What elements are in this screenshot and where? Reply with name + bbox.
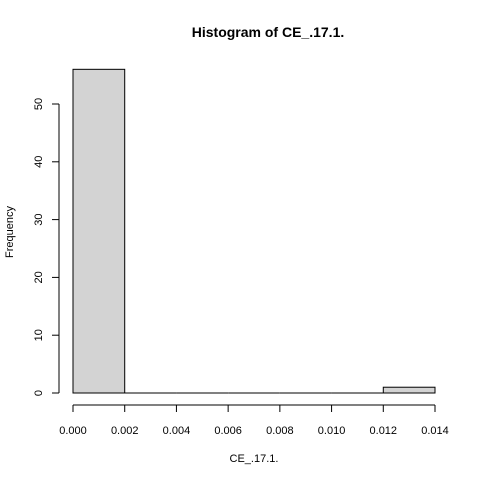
x-tick-label-5: 0.010 [318, 425, 346, 437]
x-tick-label-6: 0.012 [370, 425, 398, 437]
y-tick-label-5: 50 [33, 98, 45, 110]
y-tick-label-2: 20 [33, 271, 45, 283]
histogram-bar-0 [72, 68, 126, 394]
y-tick-label-3: 30 [33, 213, 45, 225]
x-tick-label-3: 0.006 [214, 425, 242, 437]
y-tick-label-4: 40 [33, 156, 45, 168]
histogram-bar-6 [382, 386, 436, 394]
x-tick-label-2: 0.004 [163, 425, 191, 437]
y-axis: 0 10 20 30 40 50 [33, 98, 60, 396]
y-axis-label: Frequency [4, 206, 16, 258]
bars-group [72, 68, 436, 394]
x-axis: 0.000 0.002 0.004 0.006 0.008 0.010 0.012 0.014 [59, 404, 449, 437]
chart-title: Histogram of CE_.17.1. [192, 24, 345, 40]
x-axis-label: CE_.17.1. [230, 453, 279, 465]
x-tick-label-7: 0.014 [421, 425, 449, 437]
x-tick-label-0: 0.000 [59, 425, 87, 437]
x-tick-label-1: 0.002 [111, 425, 139, 437]
x-tick-label-4: 0.008 [266, 425, 294, 437]
y-tick-label-0: 0 [33, 390, 45, 396]
y-tick-label-1: 10 [33, 329, 45, 341]
